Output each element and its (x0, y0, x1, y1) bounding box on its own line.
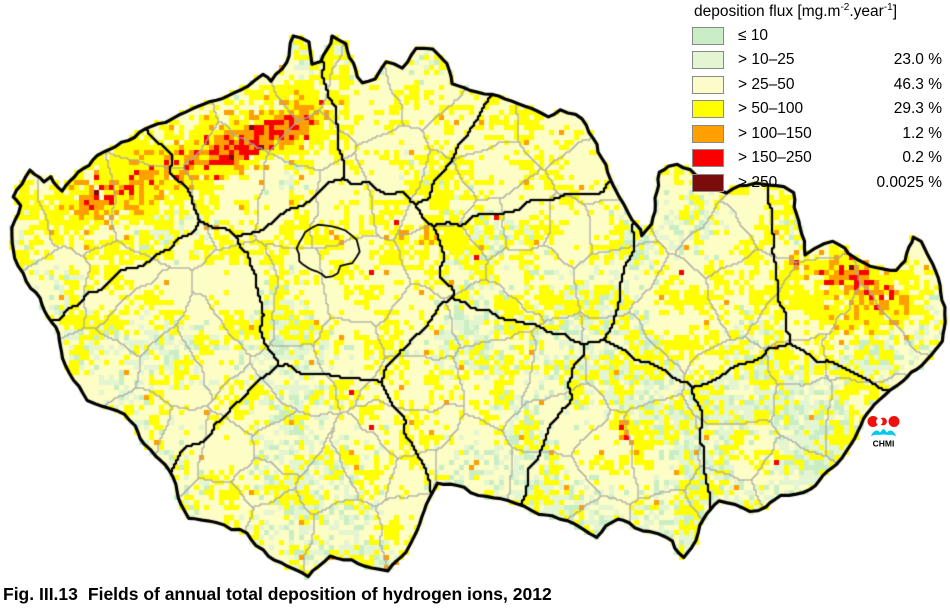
chmi-logo-wave-icon (871, 428, 896, 437)
legend-swatch-50-100 (692, 100, 724, 119)
legend-label: > 50–100 (738, 100, 804, 118)
legend-title: deposition flux [mg.m-2.year-1] (694, 2, 942, 21)
legend-swatch-le10 (692, 26, 724, 45)
legend-percent: 0.0025 % (876, 173, 943, 191)
legend-percent: 1.2 % (902, 124, 942, 142)
legend-title-text2: .year (849, 3, 884, 21)
legend-row: > 10–25 23.0 % (692, 51, 942, 70)
legend-percent: 29.3 % (893, 100, 942, 118)
legend: deposition flux [mg.m-2.year-1] ≤ 10 > 1… (688, 2, 942, 199)
figure-title: Fields of annual total deposition of hyd… (87, 584, 552, 604)
legend-label: > 150–250 (738, 149, 812, 167)
legend-title-text: deposition flux [mg.m (694, 3, 841, 21)
legend-swatch-100-150 (692, 124, 724, 143)
legend-percent: 0.2 % (902, 149, 942, 167)
legend-label: > 250 (738, 173, 778, 191)
legend-title-text3: ] (892, 3, 898, 21)
legend-label: > 100–150 (738, 124, 812, 142)
legend-label: > 10–25 (738, 51, 795, 69)
legend-row: > 250 0.0025 % (692, 173, 943, 192)
chmi-logo: CHMI (867, 416, 900, 449)
deposition-map-canvas (0, 0, 950, 580)
legend-row: > 150–250 0.2 % (692, 149, 942, 168)
legend-swatch-25-50 (692, 75, 724, 94)
legend-swatch-150-250 (692, 149, 724, 168)
legend-label: ≤ 10 (738, 26, 769, 44)
chmi-logo-sun-right-icon (888, 416, 900, 427)
legend-title-sup-1: -1 (883, 2, 893, 13)
chmi-logo-sun-left-icon (867, 416, 879, 427)
legend-swatch-gt250 (692, 173, 724, 192)
legend-percent: 23.0 % (893, 51, 942, 69)
chmi-logo-cutout (876, 418, 883, 425)
legend-row: > 25–50 46.3 % (692, 75, 942, 94)
chmi-logo-text: CHMI (873, 439, 895, 449)
figure-caption: Fig. III.13 Fields of annual total deposi… (3, 584, 552, 605)
legend-row: > 100–150 1.2 % (692, 124, 942, 143)
legend-percent: 46.3 % (893, 75, 942, 93)
legend-swatch-10-25 (692, 51, 724, 70)
figure-number: Fig. III.13 (3, 584, 78, 604)
legend-label: > 25–50 (738, 75, 795, 93)
legend-row: > 50–100 29.3 % (692, 100, 942, 119)
legend-row: ≤ 10 (692, 26, 942, 45)
legend-title-sup-2: -2 (840, 2, 850, 13)
